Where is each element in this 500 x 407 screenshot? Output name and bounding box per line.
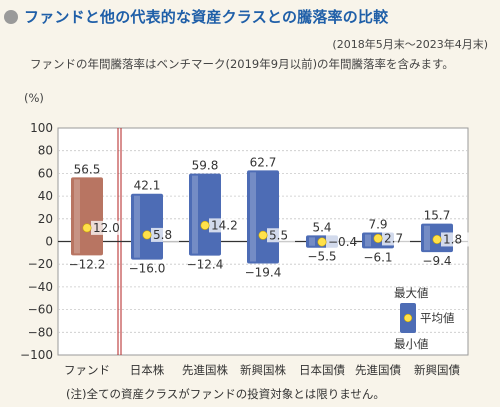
avg-label-bg — [91, 220, 119, 235]
bar-highlight — [365, 234, 371, 247]
bar-highlight — [250, 172, 256, 262]
avg-value-label: 5.8 — [153, 228, 172, 242]
x-category-label: 新興国株 — [240, 363, 286, 377]
x-category-label: 新興国債 — [414, 363, 460, 377]
legend-min-label: 最小値 — [394, 337, 429, 351]
min-value-label: −16.0 — [129, 262, 166, 276]
avg-marker — [82, 223, 92, 233]
avg-value-label: 2.7 — [384, 231, 403, 245]
avg-value-label: 1.8 — [443, 232, 462, 246]
bar-highlight — [309, 237, 315, 246]
avg-marker — [200, 220, 210, 230]
period-label: (2018年5月末〜2023年4月末) — [332, 38, 488, 51]
min-value-label: −19.4 — [245, 266, 282, 280]
range-bar — [71, 177, 103, 256]
avg-value-label: 12.0 — [93, 221, 120, 235]
y-tick-label: 100 — [30, 121, 53, 135]
min-value-label: −12.2 — [69, 257, 106, 271]
y-tick-label: −40 — [28, 280, 53, 294]
avg-value-label: 5.5 — [269, 228, 288, 242]
avg-label-bg — [441, 232, 469, 247]
y-tick-label: 80 — [38, 144, 53, 158]
max-value-label: 56.5 — [74, 162, 101, 176]
max-value-label: 5.4 — [312, 220, 331, 234]
min-value-label: −12.4 — [187, 258, 224, 272]
avg-label-bg — [209, 218, 237, 233]
x-category-label: 日本株 — [130, 363, 165, 377]
max-value-label: 59.8 — [192, 159, 219, 173]
avg-marker — [317, 237, 327, 247]
max-value-label: 7.9 — [368, 218, 387, 232]
avg-label-bg — [267, 228, 295, 243]
legend-avg-marker — [403, 313, 413, 323]
avg-label-bg — [326, 234, 354, 249]
y-tick-label: −100 — [20, 348, 53, 362]
avg-value-label: 14.2 — [211, 218, 238, 232]
y-tick-label: −60 — [28, 303, 53, 317]
bar-highlight — [424, 225, 430, 251]
range-bar — [131, 193, 163, 260]
y-tick-label: 40 — [38, 189, 53, 203]
y-tick-label: 0 — [45, 235, 53, 249]
bar-highlight — [192, 175, 198, 254]
range-bar — [189, 173, 221, 256]
max-value-label: 42.1 — [134, 179, 161, 193]
chart-title: ファンドと他の代表的な資産クラスとの騰落率の比較 — [24, 8, 389, 26]
min-value-label: −9.4 — [422, 254, 451, 268]
y-tick-label: −20 — [28, 257, 53, 271]
max-value-label: 15.7 — [424, 209, 451, 223]
y-tick-label: 20 — [38, 212, 53, 226]
avg-label-bg — [151, 227, 179, 242]
x-category-label: ファンド — [64, 363, 110, 377]
title-row: ファンドと他の代表的な資産クラスとの騰落率の比較 — [4, 6, 388, 27]
bullet-icon — [4, 9, 18, 24]
avg-marker — [432, 234, 442, 244]
avg-marker — [373, 233, 383, 243]
legend-max-label: 最大値 — [394, 286, 429, 300]
benchmark-note: ファンドの年間騰落率はベンチマーク(2019年9月以前)の年間騰落率を含みます。 — [30, 57, 454, 71]
legend-avg-label: 平均値 — [420, 311, 455, 325]
x-category-label: 先進国株 — [182, 363, 228, 377]
x-category-label: 日本国債 — [299, 363, 345, 377]
bar-highlight — [134, 195, 140, 258]
y-tick-label: 60 — [38, 166, 53, 180]
footer-note: (注)全ての資産クラスがファンドの投資対象とは限りません。 — [66, 387, 385, 401]
x-category-label: 先進国債 — [355, 363, 401, 377]
avg-label-bg — [382, 231, 410, 246]
bar-highlight — [74, 179, 80, 254]
avg-marker — [258, 230, 268, 240]
avg-marker — [142, 230, 152, 240]
max-value-label: 62.7 — [250, 155, 277, 169]
min-value-label: −5.5 — [307, 250, 336, 264]
min-value-label: −6.1 — [363, 250, 392, 264]
unit-label: (%) — [24, 91, 44, 105]
avg-value-label: −0.4 — [328, 235, 357, 249]
y-tick-label: −80 — [28, 325, 53, 339]
